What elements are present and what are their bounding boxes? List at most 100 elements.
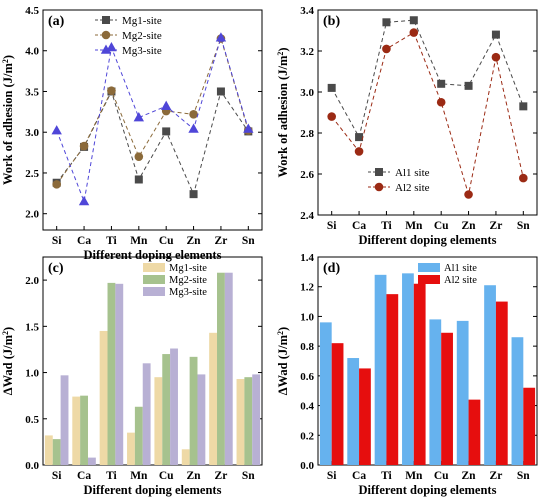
y-tick-label: 2.5 (25, 168, 39, 180)
circle-marker (79, 141, 89, 151)
bar (386, 294, 399, 465)
x-tick-label: Ti (106, 235, 117, 247)
bar (181, 449, 190, 465)
y-tick-label: 2.0 (25, 275, 39, 287)
bar (52, 439, 61, 465)
x-tick-label: Ti (381, 470, 392, 482)
series-1 (44, 330, 245, 465)
bar (252, 374, 261, 465)
legend-label: Mg2-site (169, 275, 207, 286)
series-2 (52, 272, 253, 465)
legend-label: Mg3-site (122, 45, 162, 57)
square-marker (375, 168, 383, 176)
x-tick-label: Zn (462, 220, 477, 232)
bar (429, 319, 442, 465)
x-tick-label: Zr (490, 220, 503, 232)
x-axis-title: Different doping elements (84, 248, 222, 262)
y-axis-title: ΔWad (J/m2) (1, 327, 16, 395)
chart-panel-2: 2.4 2.6 2.8 3.0 3.2 3.4 Si Ca Ti Mn Cu Zn Zr Sn Differ… (276, 5, 538, 247)
circle-marker (464, 190, 473, 199)
legend-label: Al2 site (444, 275, 477, 286)
bar (44, 435, 53, 465)
y-tick-label: 4.5 (25, 5, 39, 17)
x-tick-label: Si (52, 235, 62, 247)
bar (374, 274, 387, 465)
x-tick-label: Sn (517, 220, 530, 232)
x-tick-label: Mn (405, 470, 423, 482)
x-tick-label: Ti (381, 220, 392, 232)
bar (244, 377, 253, 465)
bar (170, 348, 178, 465)
square-marker (409, 16, 418, 25)
circle-marker (52, 180, 61, 189)
series-1 (319, 273, 524, 465)
y-tick-label: 0.0 (25, 460, 39, 472)
y-tick-label: 2.6 (300, 169, 314, 181)
x-tick-label: Sn (242, 235, 255, 247)
y-tick-label: 0.8 (300, 341, 314, 353)
square-marker (102, 16, 110, 24)
y-axis-title: Work of adhesion (J/m2) (1, 55, 16, 185)
y-axis-title: Work of adhesion (J/m2) (276, 47, 291, 177)
square-marker (162, 127, 171, 136)
bar (154, 377, 163, 465)
circle-marker (436, 97, 446, 107)
square-marker (491, 30, 500, 39)
y-axis-title: ΔWad (J/m2) (276, 327, 291, 395)
y-tick-label: 0.2 (300, 430, 314, 442)
y-tick-label: 0.4 (300, 401, 314, 413)
y-tick-label: 1.2 (300, 282, 314, 294)
y-tick-label: 3.4 (300, 5, 314, 17)
triangle-marker (78, 195, 90, 206)
y-tick-label: 3.2 (300, 46, 314, 58)
legend-swatch (143, 275, 165, 284)
x-tick-label: Cu (159, 235, 174, 247)
triangle-marker (188, 123, 199, 133)
y-tick-label: 2.4 (300, 210, 314, 222)
circle-marker (374, 182, 384, 192)
y-tick-label: 2.0 (25, 209, 39, 221)
bar (224, 272, 233, 465)
square-marker (134, 175, 143, 184)
series-2 (52, 34, 253, 189)
x-tick-label: Si (327, 220, 337, 232)
bar (495, 301, 508, 465)
legend-label: Mg1-site (169, 263, 207, 274)
x-tick-label: Sn (517, 470, 530, 482)
x-tick-label: Si (52, 470, 62, 482)
legend-label: Al2 site (395, 182, 430, 194)
series-2 (331, 283, 536, 465)
y-tick-label: 0.5 (25, 414, 39, 426)
bar (347, 358, 360, 465)
bar (511, 337, 524, 465)
circle-marker (354, 147, 364, 156)
legend-label: Mg2-site (122, 30, 162, 42)
bar (209, 332, 218, 465)
panel-label: (d) (323, 261, 340, 276)
series-line (56, 90, 249, 196)
bar (331, 343, 344, 465)
bar (107, 282, 116, 465)
bar (217, 272, 225, 465)
plot-frame (317, 9, 538, 216)
legend-swatch (418, 263, 440, 272)
triangle-marker (243, 123, 254, 133)
bar (523, 387, 536, 465)
x-axis-title: Different doping elements (359, 483, 497, 497)
bar (72, 396, 81, 465)
x-tick-label: Zr (215, 470, 228, 482)
bar (456, 320, 469, 465)
x-tick-label: Si (327, 470, 337, 482)
y-tick-label: 3.0 (25, 127, 39, 139)
circle-marker (519, 173, 528, 183)
legend-label: Mg1-site (122, 15, 162, 27)
x-tick-label: Ca (352, 470, 366, 482)
square-marker (437, 79, 446, 88)
square-marker (464, 81, 473, 90)
triangle-marker (133, 112, 145, 122)
bar (127, 432, 135, 465)
series-3 (51, 32, 254, 206)
x-tick-label: Cu (159, 470, 174, 482)
bar (484, 285, 496, 465)
y-tick-label: 0.6 (300, 371, 314, 383)
